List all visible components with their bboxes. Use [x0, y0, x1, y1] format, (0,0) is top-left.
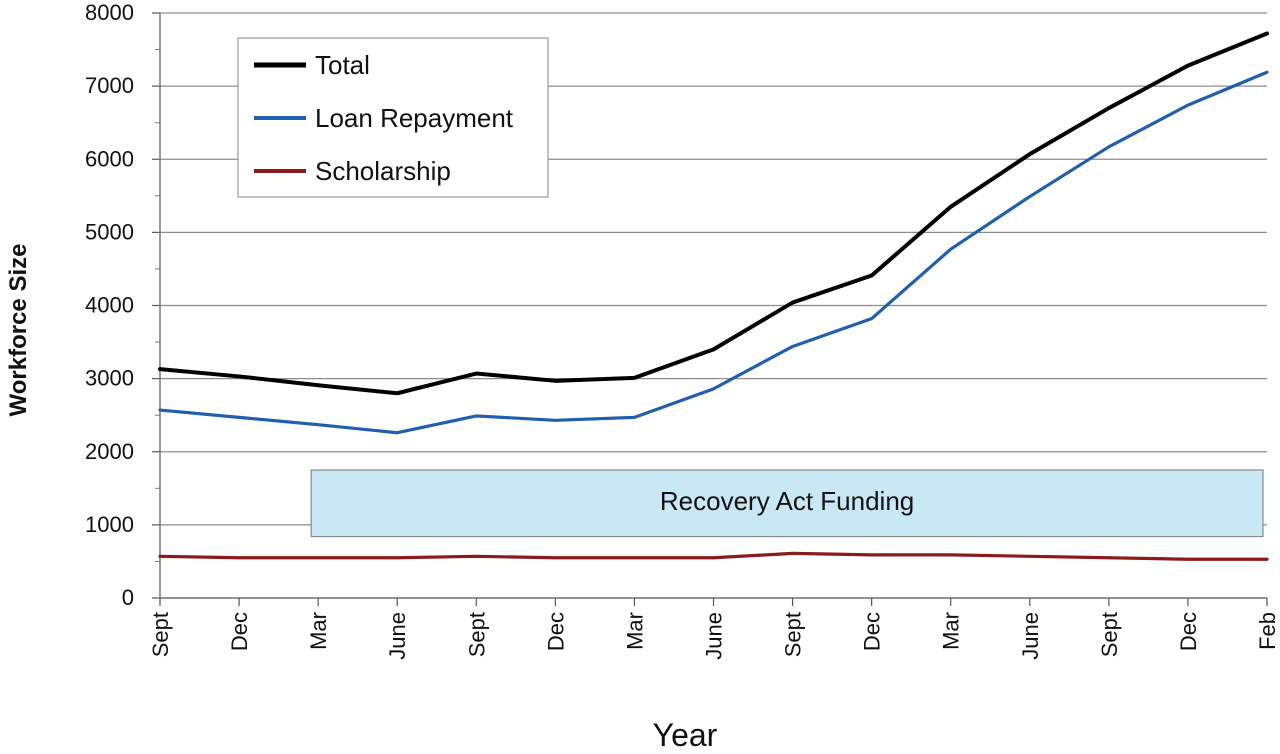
- y-tick-label: 4000: [85, 293, 134, 318]
- data-point-total: [949, 205, 953, 209]
- legend-label-scholarship: Scholarship: [315, 156, 451, 186]
- data-point-total: [1107, 106, 1111, 110]
- data-point-total: [553, 379, 557, 383]
- y-tick-label: 0: [122, 585, 134, 610]
- data-point-scholarship: [791, 551, 795, 555]
- data-point-total: [632, 376, 636, 380]
- data-point-loan-repayment: [395, 431, 399, 435]
- series-line-scholarship: [158, 551, 1269, 561]
- series-line-loan-repayment: [158, 70, 1269, 435]
- y-tick-label: 2000: [85, 439, 134, 464]
- series-lines: [158, 31, 1269, 561]
- data-point-total: [1265, 31, 1269, 35]
- data-point-total: [1186, 64, 1190, 68]
- x-tick-label: Sept: [1097, 612, 1122, 657]
- data-point-total: [1028, 152, 1032, 156]
- data-point-scholarship: [870, 553, 874, 557]
- x-tick-label: Mar: [306, 612, 331, 650]
- data-point-loan-repayment: [1186, 103, 1190, 107]
- data-point-scholarship: [316, 556, 320, 560]
- y-tick-label: 3000: [85, 366, 134, 391]
- data-point-loan-repayment: [632, 415, 636, 419]
- data-point-total: [316, 383, 320, 387]
- x-tick-label: Dec: [860, 612, 885, 651]
- y-tick-label: 8000: [85, 0, 134, 25]
- x-tick-label: Dec: [543, 612, 568, 651]
- recovery-act-funding-box: [310, 469, 1264, 538]
- data-point-scholarship: [1186, 557, 1190, 561]
- data-point-total: [395, 391, 399, 395]
- annotation-group: Recovery Act Funding: [310, 469, 1264, 538]
- data-point-loan-repayment: [870, 317, 874, 321]
- data-point-total: [791, 301, 795, 305]
- y-tick-label: 1000: [85, 512, 134, 537]
- data-point-scholarship: [949, 553, 953, 557]
- y-tick-label: 5000: [85, 219, 134, 244]
- data-point-scholarship: [712, 556, 716, 560]
- data-point-loan-repayment: [316, 423, 320, 427]
- data-point-loan-repayment: [1107, 145, 1111, 149]
- x-tick-label: Feb: [1255, 612, 1280, 650]
- x-tick-label: June: [385, 612, 410, 660]
- data-point-total: [474, 372, 478, 376]
- x-tick-label: June: [1018, 612, 1043, 660]
- x-tick-label: Dec: [227, 612, 252, 651]
- axes: 0 1000 2000 3000 4000 5000 6000 7000 8000 Sept Dec…: [85, 0, 1280, 660]
- x-tick-label: Sept: [148, 612, 173, 657]
- series-line-total: [158, 31, 1269, 396]
- x-tick-label: Mar: [939, 612, 964, 650]
- data-point-scholarship: [474, 554, 478, 558]
- data-point-loan-repayment: [474, 414, 478, 418]
- data-point-scholarship: [237, 556, 241, 560]
- data-point-scholarship: [632, 556, 636, 560]
- data-point-scholarship: [1265, 557, 1269, 561]
- recovery-act-funding-label: Recovery Act Funding: [660, 486, 914, 516]
- x-axis-title: Year: [653, 717, 718, 753]
- y-tick-label: 6000: [85, 146, 134, 171]
- legend: Total Loan Repayment Scholarship: [237, 37, 549, 198]
- x-tick-label: June: [702, 612, 727, 660]
- x-tick-label: Sept: [464, 612, 489, 657]
- data-point-total: [237, 374, 241, 378]
- data-point-loan-repayment: [237, 415, 241, 419]
- data-point-scholarship: [553, 556, 557, 560]
- data-point-scholarship: [1107, 556, 1111, 560]
- x-tick-label: Dec: [1176, 612, 1201, 651]
- data-point-loan-repayment: [949, 247, 953, 251]
- data-point-loan-repayment: [1265, 70, 1269, 74]
- legend-label-loan-repayment: Loan Repayment: [315, 103, 514, 133]
- legend-label-total: Total: [315, 50, 370, 80]
- data-point-loan-repayment: [158, 408, 162, 412]
- x-tick-label: Mar: [622, 612, 647, 650]
- data-point-loan-repayment: [712, 387, 716, 391]
- x-tick-label: Sept: [781, 612, 806, 657]
- data-point-scholarship: [158, 554, 162, 558]
- data-point-total: [870, 274, 874, 278]
- data-point-scholarship: [1028, 554, 1032, 558]
- data-point-total: [158, 367, 162, 371]
- data-point-loan-repayment: [1028, 195, 1032, 199]
- data-point-total: [712, 347, 716, 351]
- data-point-scholarship: [395, 556, 399, 560]
- data-point-loan-repayment: [791, 344, 795, 348]
- y-axis-title: Workforce Size: [5, 244, 32, 417]
- data-point-loan-repayment: [553, 418, 557, 422]
- y-tick-label: 7000: [85, 73, 134, 98]
